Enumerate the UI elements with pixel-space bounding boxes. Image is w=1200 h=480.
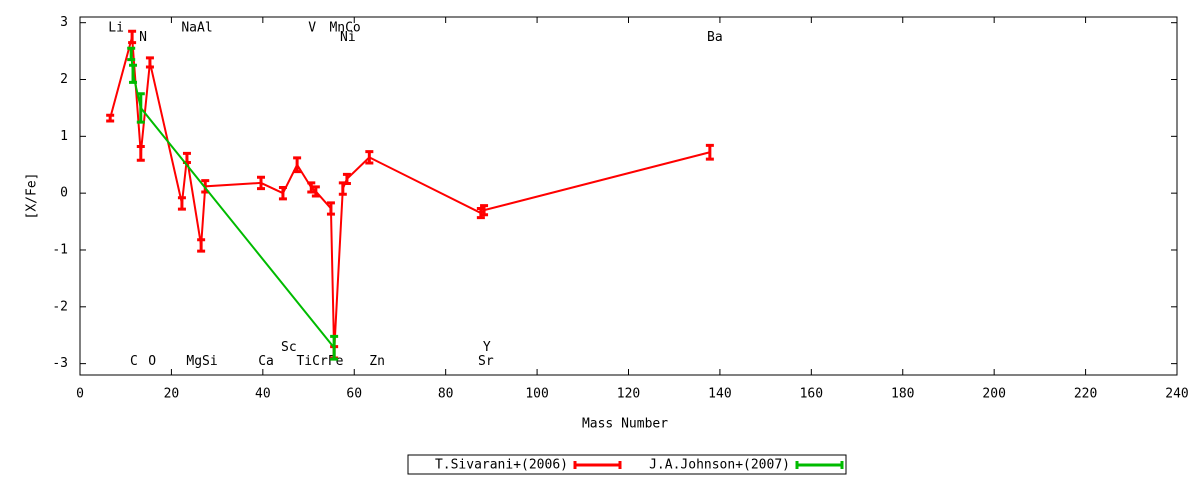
plot-border <box>79 16 1178 376</box>
element-label: Zn <box>369 354 385 369</box>
error-bar <box>145 56 154 69</box>
element-label: Y <box>483 340 491 355</box>
error-bar <box>127 46 136 62</box>
legend-swatch <box>795 461 844 469</box>
series-line <box>130 53 335 349</box>
error-bar <box>129 63 138 84</box>
y-tick-label: 0 <box>60 186 68 201</box>
legend-label: J.A.Johnson+(2007) <box>649 458 790 473</box>
element-label: C <box>130 354 138 369</box>
error-bar <box>197 238 206 253</box>
error-bar <box>136 145 145 162</box>
y-axis-label: [X/Fe] <box>25 173 40 220</box>
error-bar <box>326 201 335 216</box>
y-tick-label: -2 <box>52 299 68 314</box>
element-label: TiCrFe <box>296 354 343 369</box>
error-bar <box>480 204 489 217</box>
element-label: Ba <box>707 30 723 45</box>
error-bar <box>705 143 714 161</box>
legend-swatch <box>573 461 622 469</box>
element-label: Sr <box>478 354 494 369</box>
x-tick-label: 20 <box>164 387 180 402</box>
error-bar <box>177 196 186 211</box>
y-tick-label: -3 <box>52 356 68 371</box>
y-tick-label: 1 <box>60 129 68 144</box>
y-tick-label: 3 <box>60 15 68 30</box>
error-bar <box>342 172 351 185</box>
error-bar <box>293 156 302 174</box>
error-bar <box>330 334 339 361</box>
y-tick-label: 2 <box>60 72 68 87</box>
x-tick-label: 200 <box>982 387 1005 402</box>
x-tick-label: 140 <box>708 387 731 402</box>
element-label: N <box>139 30 147 45</box>
x-tick-label: 100 <box>525 387 548 402</box>
legend-label: T.Sivarani+(2006) <box>435 458 568 473</box>
element-label: V <box>308 20 316 35</box>
x-axis-label: Mass Number <box>582 417 668 432</box>
error-bar <box>257 175 266 191</box>
element-label: NaAl <box>181 20 212 35</box>
x-tick-label: 80 <box>438 387 454 402</box>
error-bar <box>128 29 137 45</box>
x-tick-label: 60 <box>346 387 362 402</box>
x-tick-label: 0 <box>76 387 84 402</box>
x-tick-label: 240 <box>1165 387 1188 402</box>
error-bar <box>136 92 145 124</box>
x-tick-label: 220 <box>1074 387 1097 402</box>
series-line <box>109 36 711 353</box>
x-tick-label: 180 <box>891 387 914 402</box>
element-label: Sc <box>281 340 297 355</box>
element-label: MgSi <box>186 354 217 369</box>
legend-box <box>407 454 847 475</box>
error-bar <box>307 181 316 194</box>
element-label: MnCo <box>329 20 360 35</box>
element-label: O <box>148 354 156 369</box>
error-bar <box>106 113 115 123</box>
y-tick-label: -1 <box>52 242 68 257</box>
error-bar <box>365 150 374 165</box>
element-label: Ni <box>340 30 356 45</box>
error-bar <box>311 185 320 198</box>
element-label: Li <box>108 20 124 35</box>
x-tick-label: 120 <box>617 387 640 402</box>
element-label: Ca <box>258 354 274 369</box>
x-tick-label: 160 <box>800 387 823 402</box>
x-tick-label: 40 <box>255 387 271 402</box>
error-bar <box>278 185 287 201</box>
